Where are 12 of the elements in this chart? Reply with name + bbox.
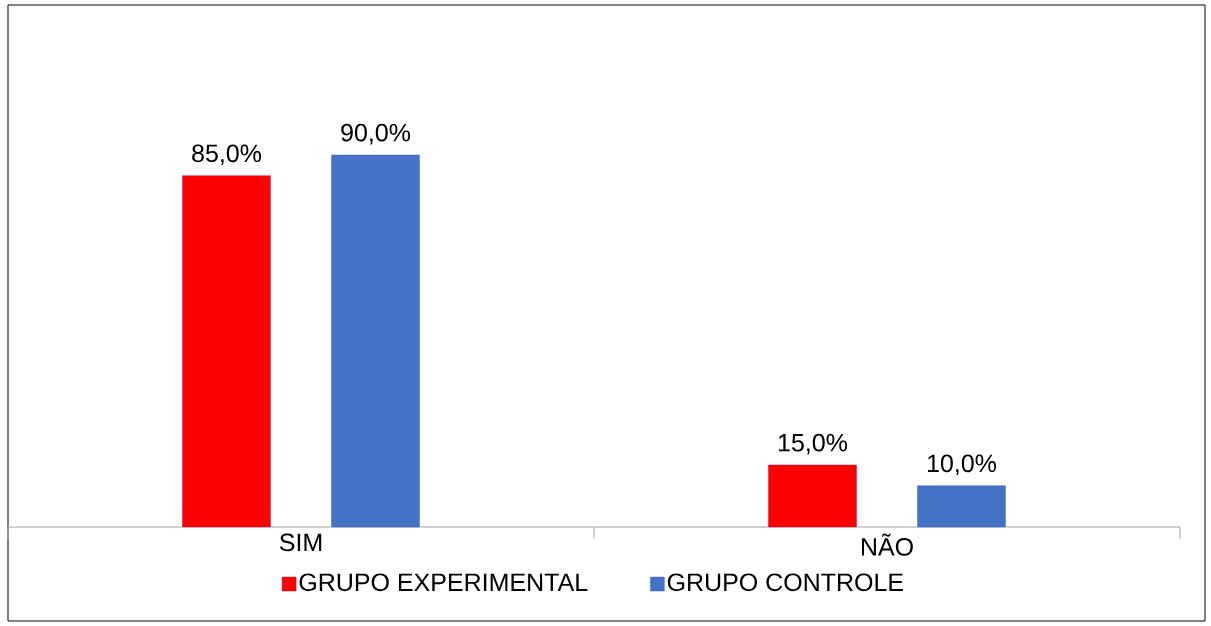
bar	[182, 175, 271, 528]
bar	[768, 464, 857, 528]
legend-label: GRUPO CONTROLE	[667, 573, 903, 592]
data-label: 90,0%	[341, 123, 411, 145]
bar	[917, 485, 1006, 528]
x-tick-label: NÃO	[861, 533, 913, 556]
data-label: 10,0%	[927, 454, 997, 476]
data-label: 15,0%	[778, 433, 848, 455]
x-tick-label: SIM	[279, 533, 322, 552]
legend-label: GRUPO EXPERIMENTAL	[299, 573, 588, 592]
data-label: 85,0%	[192, 144, 262, 166]
bar	[331, 154, 420, 528]
